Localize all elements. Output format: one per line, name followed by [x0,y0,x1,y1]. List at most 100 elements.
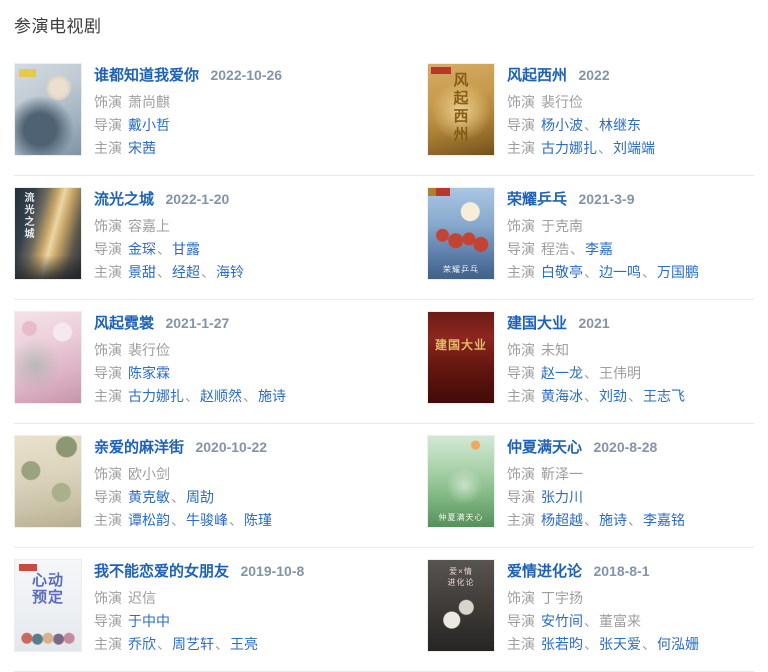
starring-link[interactable]: 宋茜 [128,140,156,156]
poster-image[interactable]: 仲夏满天心 [427,435,495,528]
starring-link[interactable]: 经超 [172,264,200,280]
director-link[interactable]: 戴小哲 [128,117,170,133]
series-title-link[interactable]: 风起霓裳 [94,315,155,332]
starring-link[interactable]: 何泓姗 [657,636,699,652]
name-separator: 、 [215,636,229,652]
starring-line: 主演 黄海冰、刘劲、王志飞 [507,385,754,408]
series-title-link[interactable]: 风起西州 [507,67,568,84]
starring-link[interactable]: 王志飞 [643,388,685,404]
starring-link[interactable]: 谭松韵 [128,512,170,528]
starring-label: 主演 [507,264,535,280]
section-title: 参演电视剧 [14,17,102,36]
starring-link[interactable]: 黄海冰 [541,388,583,404]
starring-link[interactable]: 边一鸣 [599,264,641,280]
series-title-link[interactable]: 我不能恋爱的女朋友 [94,563,230,580]
starring-link[interactable]: 白敬亭 [541,264,583,280]
director-link[interactable]: 张力川 [541,489,583,505]
role-name: 丁宇扬 [541,590,583,606]
name-separator: 、 [171,489,185,505]
poster-image[interactable] [14,63,82,156]
starring-label: 主演 [507,140,535,156]
starring-link[interactable]: 陈瑾 [244,512,272,528]
poster-image[interactable] [14,311,82,404]
name-separator: 、 [157,636,171,652]
starring-link[interactable]: 张若昀 [541,636,583,652]
starring-link[interactable]: 海铃 [216,264,244,280]
director-link[interactable]: 赵一龙 [541,365,583,381]
director-link[interactable]: 甘露 [172,241,200,257]
poster-image[interactable]: 爱×情 进化论 [427,559,495,652]
director-line: 导演 杨小波、林继东 [507,114,754,137]
director-link[interactable]: 杨小波 [541,117,583,133]
poster-image[interactable]: 荣耀乒乓 [427,187,495,280]
director-link[interactable]: 黄克敏 [128,489,170,505]
director-list: 金琛、甘露 [128,241,200,257]
name-separator: 、 [584,388,598,404]
starring-link[interactable]: 古力娜扎 [541,140,597,156]
director-link[interactable]: 安竹间 [541,613,583,629]
starring-link[interactable]: 李嘉铭 [643,512,685,528]
director-label: 导演 [507,613,535,629]
name-separator: 、 [229,512,243,528]
name-separator: 、 [584,264,598,280]
series-title-link[interactable]: 谁都知道我爱你 [94,67,200,84]
role-label: 饰演 [507,94,535,110]
starring-label: 主演 [94,140,122,156]
starring-line: 主演 古力娜扎、刘端端 [507,137,754,160]
starring-list: 谭松韵、牛骏峰、陈瑾 [128,512,272,528]
poster-image[interactable] [14,435,82,528]
starring-link[interactable]: 施诗 [599,512,627,528]
starring-link[interactable]: 王亮 [230,636,258,652]
starring-link[interactable]: 刘劲 [599,388,627,404]
director-line: 导演 黄克敏、周劼 [94,486,427,509]
poster-image[interactable]: 建国大业 [427,311,495,404]
starring-link[interactable]: 赵顺然 [200,388,242,404]
director-line: 导演 金琛、甘露 [94,238,427,261]
role-label: 饰演 [94,218,122,234]
poster-image[interactable]: 流光之城 [14,187,82,280]
director-list: 陈家霖 [128,365,170,381]
director-link[interactable]: 林继东 [599,117,641,133]
poster-image[interactable]: 心动预定 [14,559,82,652]
role-line: 饰演 靳泽一 [507,463,754,486]
director-link[interactable]: 陈家霖 [128,365,170,381]
name-separator: 、 [171,512,185,528]
tv-series-entry: 建国大业 建国大业 2021 饰演 未知 导演 赵一龙、王伟明 主演 黄海冰、刘劲、王… [427,311,754,408]
director-link[interactable]: 周劼 [186,489,214,505]
starring-link[interactable]: 张天爱 [599,636,641,652]
director-link[interactable]: 金琛 [128,241,156,257]
role-label: 饰演 [507,218,535,234]
starring-link[interactable]: 万国鹏 [657,264,699,280]
starring-label: 主演 [94,264,122,280]
poster-image[interactable]: 风起西州 [427,63,495,156]
starring-link[interactable]: 刘端端 [613,140,655,156]
tv-series-entry: 谁都知道我爱你 2022-10-26 饰演 萧尚麒 导演 戴小哲 主演 宋茜 [14,63,427,160]
starring-link[interactable]: 施诗 [258,388,286,404]
starring-link[interactable]: 杨超越 [541,512,583,528]
series-title-link[interactable]: 亲爱的麻洋街 [94,439,185,456]
role-line: 饰演 欧小剑 [94,463,427,486]
name-separator: 、 [201,264,215,280]
series-title-link[interactable]: 流光之城 [94,191,155,208]
title-line: 爱情进化论 2018-8-1 [507,560,754,583]
starring-label: 主演 [94,388,122,404]
role-line: 饰演 丁宇扬 [507,587,754,610]
starring-link[interactable]: 乔欣 [128,636,156,652]
series-title-link[interactable]: 建国大业 [507,315,568,332]
starring-line: 主演 白敬亭、边一鸣、万国鹏 [507,261,754,284]
director-link[interactable]: 于中中 [128,613,170,629]
series-title-link[interactable]: 荣耀乒乓 [507,191,568,208]
series-title-link[interactable]: 爱情进化论 [507,563,583,580]
starring-link[interactable]: 景甜 [128,264,156,280]
starring-link[interactable]: 牛骏峰 [186,512,228,528]
entry-info: 谁都知道我爱你 2022-10-26 饰演 萧尚麒 导演 戴小哲 主演 宋茜 [94,63,427,160]
starring-list: 黄海冰、刘劲、王志飞 [541,388,685,404]
release-date: 2022-10-26 [210,67,283,83]
starring-link[interactable]: 周艺轩 [172,636,214,652]
entry-info: 风起霓裳 2021-1-27 饰演 裴行俭 导演 陈家霖 主演 古力娜扎、赵顺然、施诗 [94,311,427,408]
starring-link[interactable]: 古力娜扎 [128,388,184,404]
release-date: 2020-8-28 [593,439,658,455]
series-title-link[interactable]: 仲夏满天心 [507,439,583,456]
name-separator: 、 [642,636,656,652]
director-link[interactable]: 李嘉 [585,241,613,257]
